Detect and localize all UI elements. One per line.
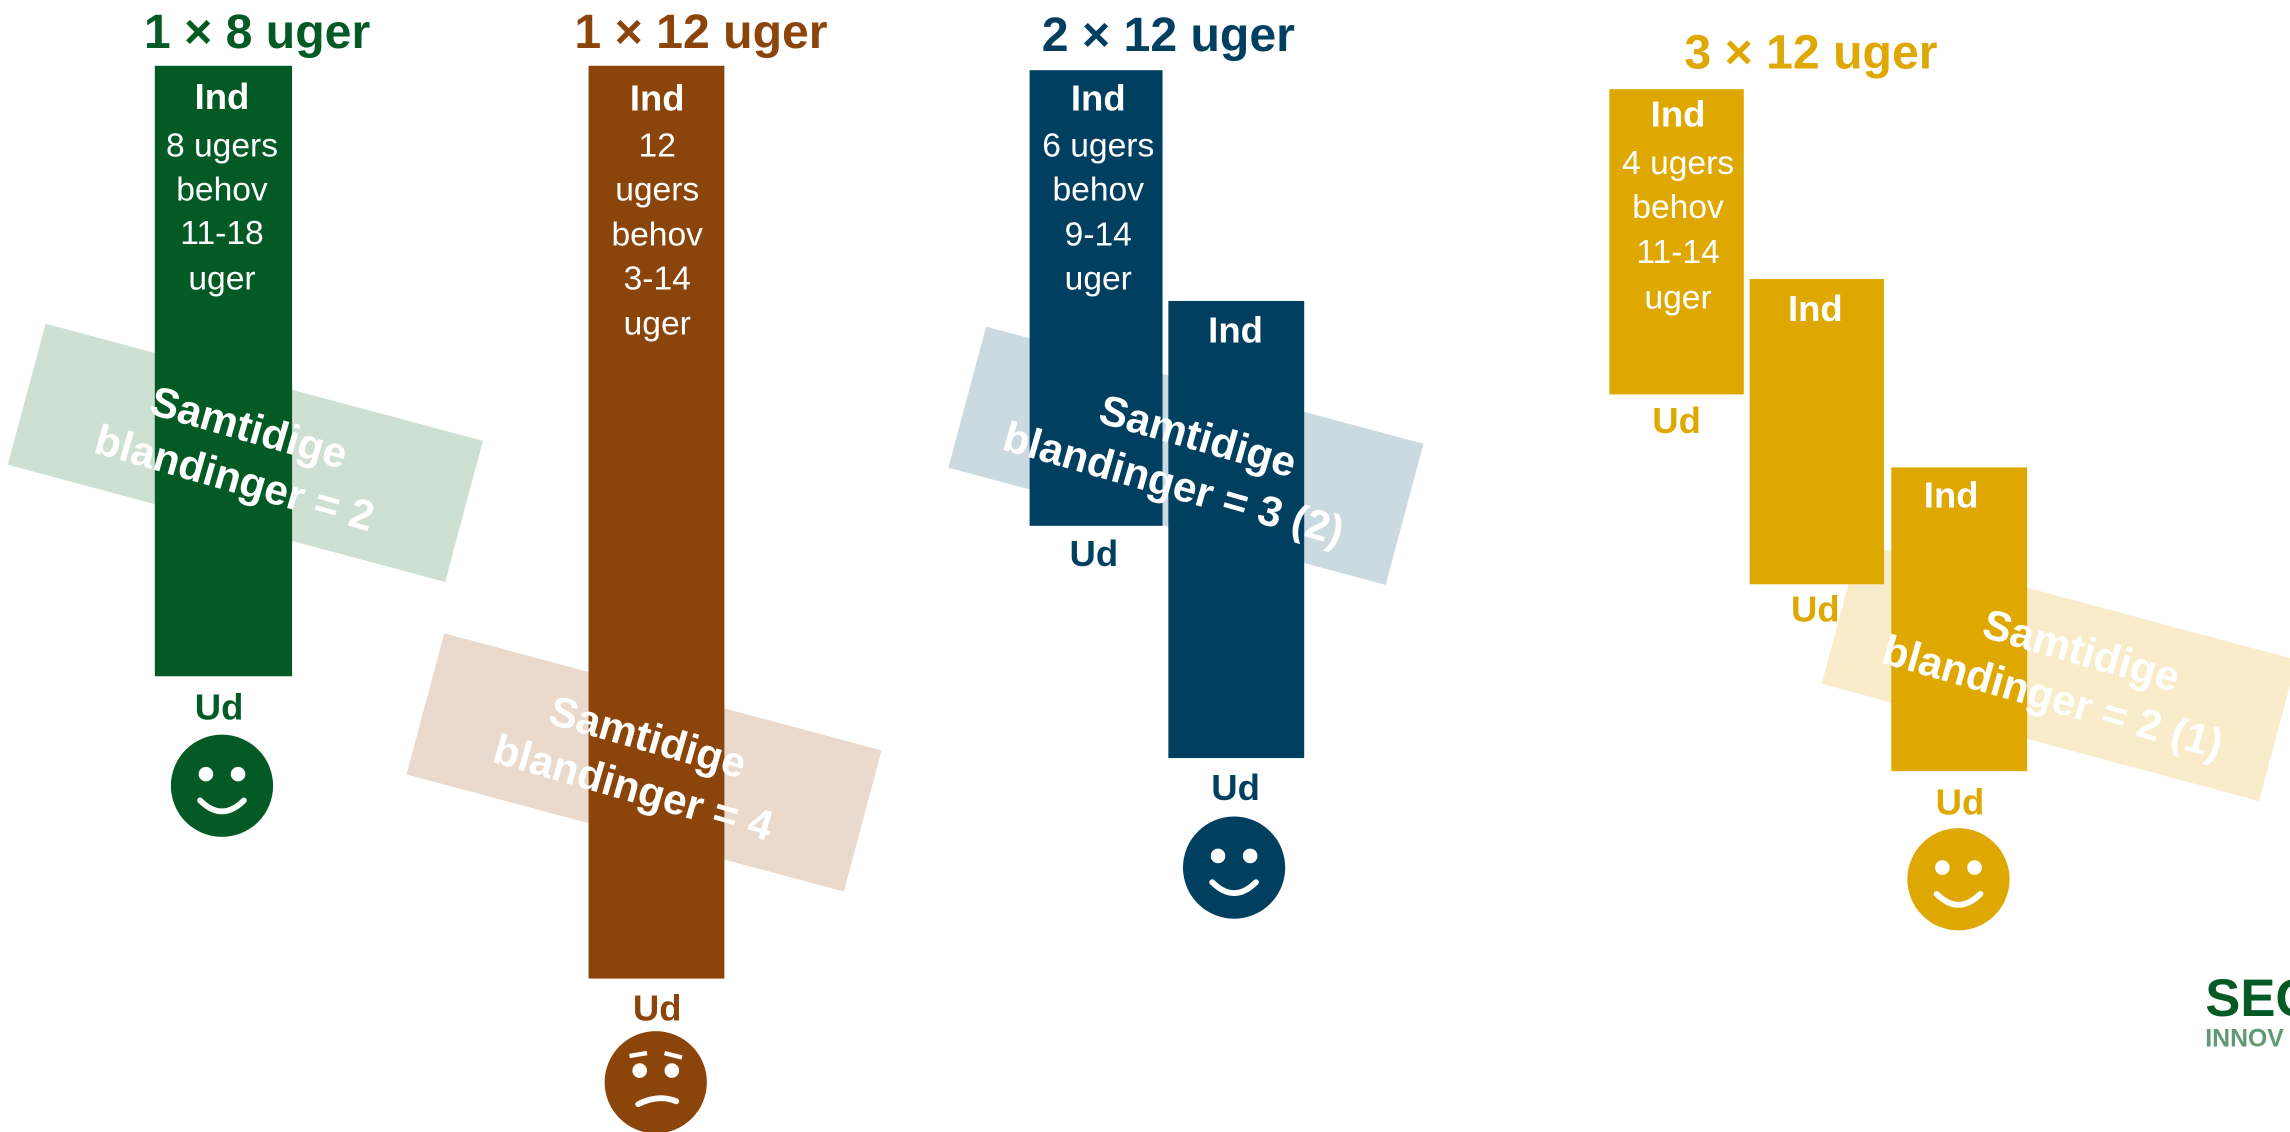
out-label: Ud (195, 686, 244, 727)
column-title: 1 × 8 uger (144, 5, 371, 59)
note: 12 (639, 127, 676, 164)
note: behov (1053, 171, 1145, 208)
logo-line: INNOV (2205, 1025, 2284, 1052)
note: 6 ugers (1042, 127, 1154, 164)
out-label: Ud (1652, 400, 1701, 441)
in-label: Ind (1071, 77, 1126, 118)
out-label: Ud (1936, 781, 1985, 822)
column-title: 2 × 12 uger (1042, 8, 1295, 62)
bar (1168, 300, 1305, 759)
note: 11-18 (180, 215, 263, 252)
column-title: 1 × 12 uger (574, 5, 827, 59)
note: uger (624, 306, 691, 343)
bar (1609, 89, 1744, 395)
note: 4 ugers (1622, 145, 1734, 182)
in-label: Ind (1651, 94, 1706, 135)
out-label: Ud (1070, 533, 1119, 574)
note: behov (176, 171, 268, 208)
note: uger (1644, 279, 1711, 316)
bar (154, 65, 293, 677)
logo-line: SEG (2205, 969, 2290, 1028)
note: 8 ugers (166, 127, 278, 164)
note: 9-14 (1065, 217, 1132, 254)
smiley (1182, 816, 1286, 919)
in-label: Ind (1788, 288, 1843, 329)
out-label: Ud (1211, 767, 1260, 808)
bar (1029, 70, 1163, 526)
out-label: Ud (1791, 589, 1840, 630)
smiley (1907, 828, 2010, 931)
in-label: Ind (1208, 310, 1263, 351)
in-label: Ind (1924, 475, 1979, 516)
note: ugers (615, 171, 699, 208)
in-label: Ind (630, 77, 685, 118)
column-title: 3 × 12 uger (1684, 25, 1937, 79)
note: uger (1065, 260, 1132, 297)
smiley-confused (604, 1031, 707, 1132)
in-label: Ind (195, 76, 250, 117)
note: behov (1632, 189, 1724, 226)
out-label: Ud (633, 987, 682, 1028)
note: uger (188, 260, 255, 297)
note: 11-14 (1636, 234, 1719, 271)
note: behov (611, 217, 703, 254)
note: 3-14 (624, 260, 691, 297)
bar (1891, 467, 2028, 772)
bar (1749, 279, 1884, 585)
smiley (170, 734, 274, 837)
bar (588, 65, 725, 979)
